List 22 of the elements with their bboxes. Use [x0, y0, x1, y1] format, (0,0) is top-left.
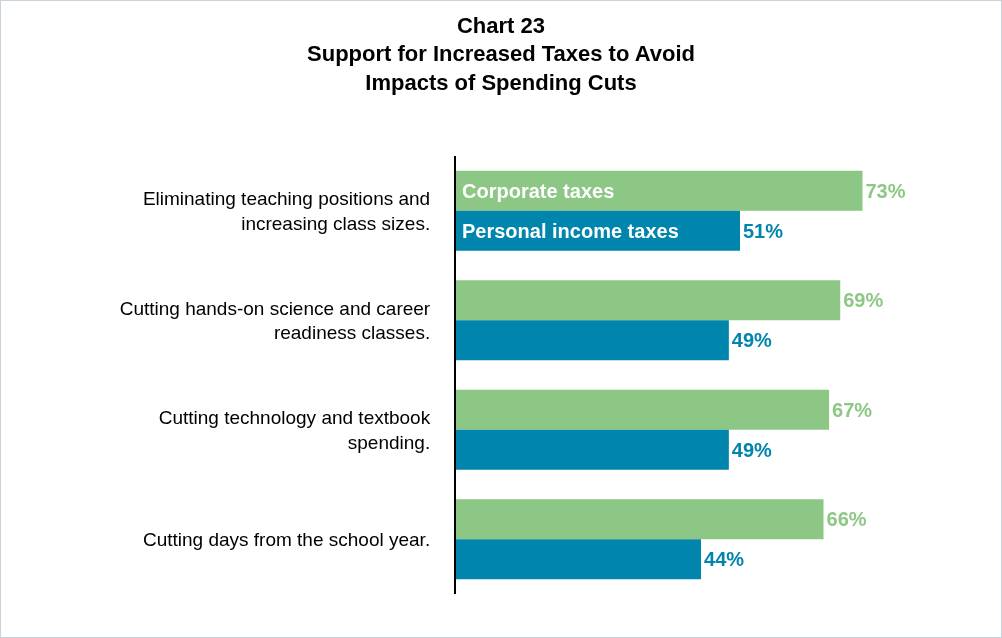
data-label: 49%	[731, 329, 773, 352]
bar	[456, 320, 729, 361]
data-label: 69%	[843, 289, 884, 312]
y-tick-label: Cutting days from the school year.	[142, 528, 431, 550]
y-tick-label: Eliminating teaching positions and increasing class sizes.	[142, 188, 431, 234]
bar	[456, 499, 824, 540]
bar	[456, 280, 841, 321]
data-label: 49%	[731, 438, 773, 461]
data-label: 66%	[826, 508, 867, 531]
data-label: 44%	[704, 548, 745, 571]
y-tick-label: Cutting hands-on science and career readiness classes.	[119, 297, 431, 344]
bar	[456, 429, 729, 470]
y-tick-label: Cutting technology and textbook spending.	[158, 407, 431, 453]
bar	[456, 170, 863, 211]
chart-title: Chart 23 Support for Increased Taxes to Avoid Impacts of Spending Cuts	[307, 12, 695, 95]
bar	[456, 389, 830, 430]
data-label: 51%	[743, 219, 784, 242]
data-label: 73%	[865, 179, 906, 202]
bar	[456, 539, 702, 580]
data-label: 67%	[832, 398, 873, 421]
series-label: Personal income taxes	[462, 220, 679, 242]
series-label: Corporate taxes	[462, 180, 615, 202]
